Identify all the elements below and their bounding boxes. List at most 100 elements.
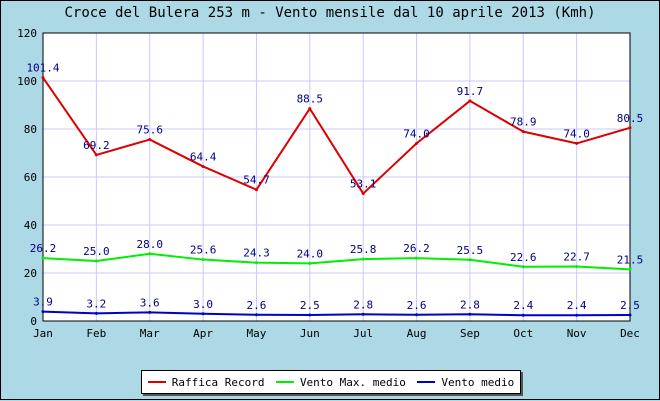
data-label: 2.8 xyxy=(460,298,480,311)
data-label: 21.5 xyxy=(617,253,644,266)
x-tick-label: Oct xyxy=(513,327,533,340)
data-point xyxy=(254,188,258,192)
data-label: 74.0 xyxy=(563,127,590,140)
series-line xyxy=(42,310,631,317)
data-label: 28.0 xyxy=(136,238,163,251)
data-point xyxy=(94,311,98,315)
data-point xyxy=(148,310,152,314)
x-tick-label: Jul xyxy=(353,327,373,340)
data-point xyxy=(94,153,98,157)
data-label: 80.5 xyxy=(617,112,644,125)
data-label: 2.8 xyxy=(353,298,373,311)
data-point xyxy=(415,141,419,145)
data-point xyxy=(41,256,45,260)
data-label: 2.6 xyxy=(247,299,267,312)
data-label: 75.6 xyxy=(136,124,163,137)
x-tick-label: Aug xyxy=(407,327,427,340)
legend-label: Vento Max. medio xyxy=(299,375,406,389)
y-tick-label: 100 xyxy=(17,75,37,88)
y-tick-label: 20 xyxy=(24,267,37,280)
chart-legend: Raffica Record Vento Max. medio Vento medi… xyxy=(141,370,521,394)
legend-item: Vento medio xyxy=(417,376,514,389)
data-label: 91.7 xyxy=(457,85,484,98)
data-point xyxy=(575,313,579,317)
data-point xyxy=(94,259,98,263)
data-point xyxy=(201,164,205,168)
data-label: 26.2 xyxy=(403,242,430,255)
data-point xyxy=(575,265,579,269)
legend-swatch xyxy=(417,381,436,383)
data-point xyxy=(575,141,579,145)
data-point xyxy=(148,252,152,256)
x-tick-label: Dec xyxy=(620,327,640,340)
x-tick-label: Apr xyxy=(193,327,213,340)
data-label: 3.9 xyxy=(33,296,53,309)
data-label: 3.2 xyxy=(86,297,106,310)
legend-label: Vento medio xyxy=(441,375,515,389)
data-point xyxy=(628,313,632,317)
data-label: 26.2 xyxy=(30,242,57,255)
data-label: 3.6 xyxy=(140,296,160,309)
data-label: 22.7 xyxy=(563,251,590,264)
x-tick-label: Feb xyxy=(86,327,106,340)
data-point xyxy=(628,126,632,130)
data-label: 2.4 xyxy=(567,299,587,312)
series-line xyxy=(42,77,631,195)
data-point xyxy=(254,261,258,265)
y-tick-label: 60 xyxy=(24,171,37,184)
data-label: 24.3 xyxy=(243,247,270,260)
data-label: 2.4 xyxy=(513,299,533,312)
data-point xyxy=(308,107,312,111)
data-label: 53.1 xyxy=(350,178,377,191)
data-point xyxy=(521,130,525,134)
data-point xyxy=(41,310,45,314)
y-tick-label: 0 xyxy=(30,315,37,328)
y-tick-label: 120 xyxy=(17,27,37,40)
data-label: 25.0 xyxy=(83,245,110,258)
legend-label: Raffica Record xyxy=(171,375,265,389)
data-point xyxy=(308,261,312,265)
data-point xyxy=(361,257,365,261)
data-point xyxy=(415,313,419,317)
data-point xyxy=(201,312,205,316)
data-point xyxy=(468,99,472,103)
x-tick-label: Sep xyxy=(460,327,480,340)
data-point xyxy=(521,313,525,317)
data-point xyxy=(628,267,632,271)
data-label: 25.5 xyxy=(457,244,484,257)
data-point xyxy=(308,313,312,317)
data-point xyxy=(468,312,472,316)
data-point xyxy=(201,258,205,262)
data-label: 88.5 xyxy=(297,93,324,106)
data-label: 64.4 xyxy=(190,150,217,163)
plot-border xyxy=(42,32,631,322)
chart-title: Croce del Bulera 253 m - Vento mensile d… xyxy=(64,5,596,21)
x-tick-label: Jun xyxy=(300,327,320,340)
data-label: 2.6 xyxy=(407,299,427,312)
legend-swatch xyxy=(147,381,166,383)
legend-item: Raffica Record xyxy=(147,375,265,389)
data-label: 54.7 xyxy=(243,174,270,187)
data-label: 78.9 xyxy=(510,116,537,129)
x-tick-label: Mar xyxy=(140,327,160,340)
data-point xyxy=(148,138,152,142)
legend-item: Vento Max. medio xyxy=(275,375,406,389)
legend-swatch xyxy=(275,381,294,383)
data-label: 2.5 xyxy=(620,299,640,312)
data-point xyxy=(361,312,365,316)
data-point xyxy=(521,265,525,269)
data-label: 101.4 xyxy=(26,62,59,75)
data-label: 25.6 xyxy=(190,244,217,257)
y-tick-label: 40 xyxy=(24,219,37,232)
x-tick-label: Nov xyxy=(567,327,587,340)
y-tick-label: 80 xyxy=(24,123,37,136)
data-point xyxy=(468,258,472,262)
data-point xyxy=(415,256,419,260)
data-label: 3.0 xyxy=(193,298,213,311)
data-label: 24.0 xyxy=(297,247,324,260)
data-label: 22.6 xyxy=(510,251,537,264)
data-point xyxy=(41,76,45,80)
series-line xyxy=(42,252,631,271)
x-tick-label: Jan xyxy=(33,327,53,340)
